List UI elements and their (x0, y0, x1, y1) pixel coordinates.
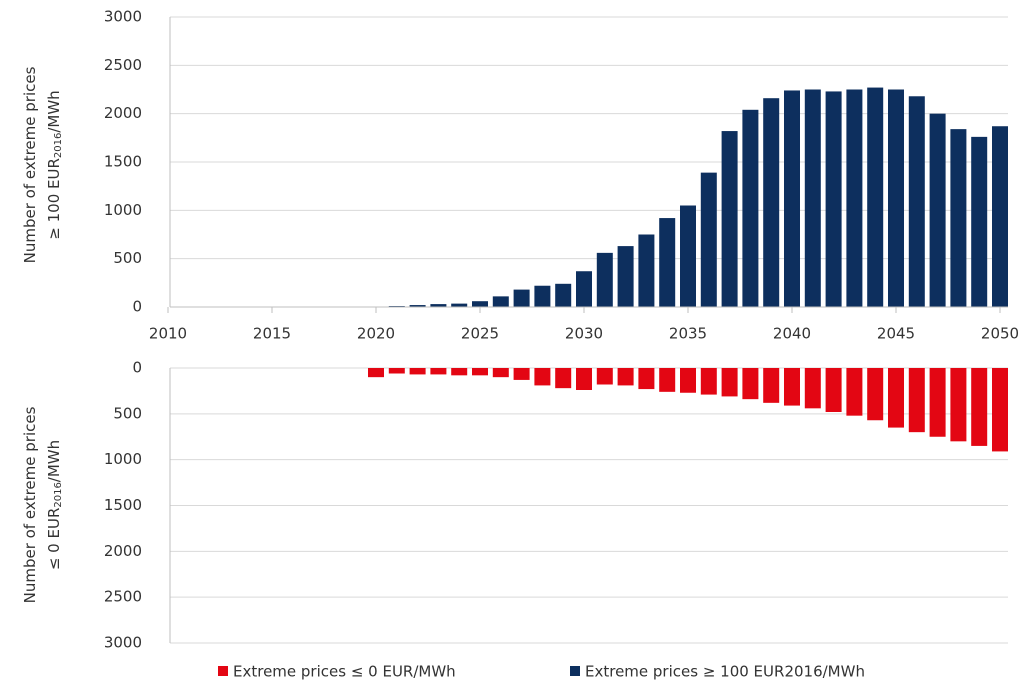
legend-label: Extreme prices ≥ 100 EUR2016/MWh (585, 663, 865, 681)
bar (430, 368, 447, 375)
bar (388, 368, 405, 374)
bar (825, 91, 842, 307)
bar (992, 368, 1008, 452)
y-label-line: ≤ 0 EUR (45, 508, 63, 571)
y-tick-label: 0 (132, 298, 142, 316)
bar (680, 368, 696, 393)
y-tick-label: 3000 (104, 8, 142, 26)
y-tick-label: 2000 (104, 542, 142, 560)
y-tick-label: 2500 (104, 588, 142, 606)
bar (513, 368, 530, 380)
bar (992, 126, 1008, 307)
y-tick-label: 500 (113, 404, 142, 422)
y-label-line: Number of extreme prices (21, 406, 39, 603)
y-tick-label: 1000 (104, 201, 142, 219)
y-tick-label: 1000 (104, 450, 142, 468)
bar (867, 87, 884, 307)
x-tick-label: 2045 (877, 325, 915, 343)
y-tick-label: 3000 (104, 634, 142, 652)
y-label-sub: 2016 (53, 482, 64, 507)
bar (638, 234, 655, 307)
bar (534, 285, 551, 307)
x-tick-label: 2010 (149, 325, 187, 343)
legend-swatch (218, 666, 228, 676)
y-tick-label: 2000 (104, 104, 142, 122)
bar (950, 368, 967, 442)
bar (555, 283, 572, 307)
bar (888, 89, 904, 307)
bar (929, 113, 946, 308)
bar (846, 368, 863, 416)
bar (555, 368, 572, 389)
bar (492, 368, 509, 378)
bar (472, 301, 488, 307)
bar (742, 368, 759, 400)
bar (971, 136, 988, 307)
bar (867, 368, 884, 421)
y-axis-label: Number of extreme prices ≤ 0 EUR2016/MWh (21, 406, 65, 603)
bar (971, 368, 988, 446)
bar (763, 368, 780, 403)
bar (492, 296, 509, 307)
bar (451, 368, 468, 376)
bar (804, 368, 821, 409)
bar (576, 368, 592, 390)
bar (846, 89, 863, 307)
bar (451, 303, 468, 307)
bar (659, 218, 676, 307)
bar (825, 368, 842, 412)
bar (721, 131, 738, 307)
bar (596, 368, 613, 385)
bar (513, 289, 530, 307)
x-tick-label: 2025 (461, 325, 499, 343)
bar (430, 304, 447, 307)
bar (950, 129, 967, 307)
x-tick-label: 2040 (773, 325, 811, 343)
x-tick-label: 2035 (669, 325, 707, 343)
x-tick-label: 2030 (565, 325, 603, 343)
bar (596, 252, 613, 307)
y-tick-label: 1500 (104, 153, 142, 171)
bar (409, 368, 426, 375)
y-label-unit: /MWh (45, 440, 63, 482)
bar (929, 368, 946, 437)
bar (908, 368, 925, 433)
x-tick-label: 2015 (253, 325, 291, 343)
bar (784, 90, 800, 307)
x-tick-label: 2050 (981, 325, 1019, 343)
bar (721, 368, 738, 397)
bar (472, 368, 488, 376)
y-tick-label: 2500 (104, 56, 142, 74)
bar (908, 96, 925, 308)
bar (700, 172, 717, 307)
bar (763, 98, 780, 307)
x-tick-label: 2020 (357, 325, 395, 343)
bar (784, 368, 800, 406)
legend-label: Extreme prices ≤ 0 EUR/MWh (233, 663, 456, 681)
bar (638, 368, 655, 390)
y-tick-label: 1500 (104, 496, 142, 514)
bar (659, 368, 676, 392)
bar (409, 305, 426, 307)
y-label-line: Number of extreme prices (21, 66, 39, 263)
y-tick-label: 500 (113, 249, 142, 267)
bar (700, 368, 717, 395)
bar (804, 89, 821, 307)
y-label-unit: /MWh (45, 90, 63, 132)
bar (368, 368, 384, 378)
y-axis-label: Number of extreme prices ≥ 100 EUR2016/MW… (21, 66, 65, 263)
bar (534, 368, 551, 386)
bar (576, 271, 592, 307)
bar (742, 109, 759, 307)
bar (617, 246, 634, 307)
bar (680, 205, 696, 307)
y-label-sub: 2016 (53, 133, 64, 158)
legend-swatch (570, 666, 580, 676)
y-tick-label: 0 (132, 359, 142, 377)
bar (888, 368, 904, 428)
y-label-line: ≥ 100 EUR (45, 158, 63, 240)
bar (617, 368, 634, 386)
